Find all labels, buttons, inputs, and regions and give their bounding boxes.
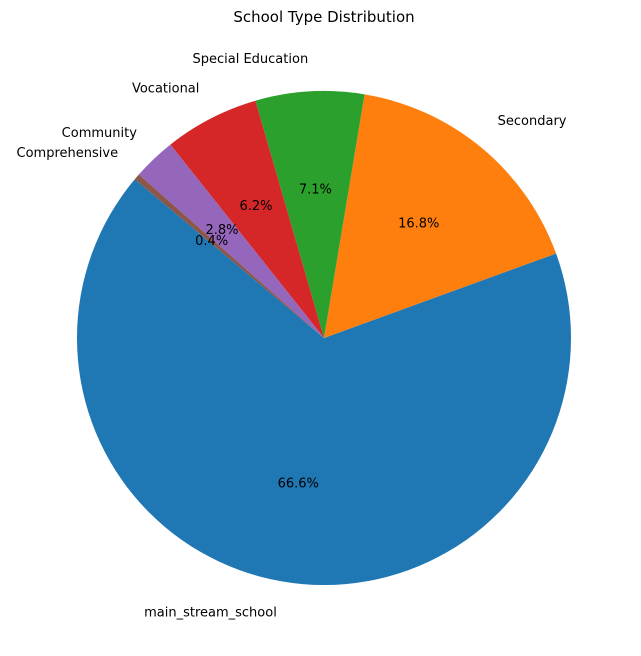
- slice-secondary: [324, 94, 557, 338]
- category-label-main-stream-school: main_stream_school: [144, 606, 277, 621]
- category-label-community: Community: [62, 126, 138, 141]
- slice-main-stream-school: [76, 179, 571, 586]
- percentage-labels: 66.6% 16.8% 7.1% 6.2%2.8%0.4%: [195, 183, 439, 492]
- category-label-special-education: Special Education: [192, 52, 308, 67]
- pie-slices: [76, 91, 571, 586]
- chart-title: School Type Distribution: [233, 8, 414, 26]
- pct-label-special-education: 7.1%: [299, 183, 332, 198]
- pct-label-community: 2.8%: [205, 223, 238, 238]
- slice-vocational: [170, 100, 324, 338]
- category-label-vocational: Vocational: [132, 82, 199, 97]
- pct-label-vocational: 6.2%: [240, 199, 273, 214]
- slice-community: [138, 144, 324, 338]
- pct-label-main-stream-school: 66.6%: [278, 476, 319, 491]
- pct-label-comprehensive: 0.4%: [195, 234, 228, 249]
- slice-comprehensive: [134, 174, 324, 338]
- category-label-secondary: Secondary: [498, 114, 567, 129]
- pct-label-secondary: 16.8%: [398, 217, 439, 232]
- category-labels: main_stream_school Secondary Special Educa…: [17, 52, 567, 621]
- category-label-comprehensive: Comprehensive: [17, 146, 119, 161]
- slice-special-education: [255, 91, 365, 339]
